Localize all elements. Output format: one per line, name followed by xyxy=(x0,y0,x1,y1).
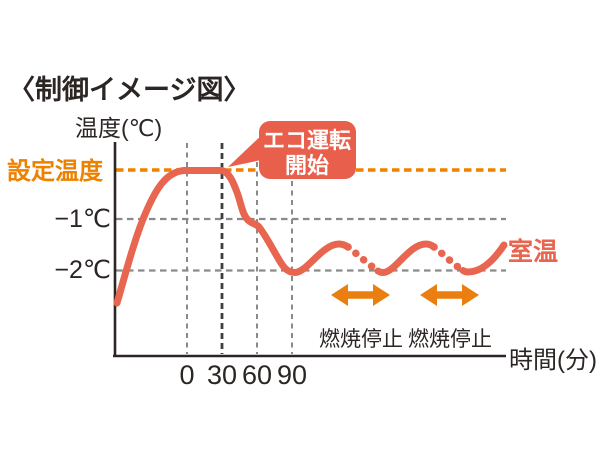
x-tick-label: 90 xyxy=(277,360,307,390)
minus2-label: −2℃ xyxy=(54,256,111,284)
callout-box xyxy=(259,121,356,179)
page-title: 〈制御イメージ図〉 xyxy=(8,75,250,105)
set-temp-label: 設定温度 xyxy=(7,157,104,185)
room-temp-label: 室温 xyxy=(508,237,558,266)
arrow-head-right xyxy=(373,284,390,306)
curve-segment-dotted xyxy=(344,243,382,275)
curve-segment-solid xyxy=(113,167,352,307)
x-tick-label: 30 xyxy=(207,360,237,390)
callout-text-line2: 開始 xyxy=(285,153,329,178)
eco-start-callout: エコ運転 開始 xyxy=(228,121,356,179)
callout-tail xyxy=(228,131,266,167)
curve-segment-dotted xyxy=(430,243,467,275)
x-tick-label: 0 xyxy=(179,360,194,390)
minus1-label: −1℃ xyxy=(54,205,111,233)
arrow-head-left xyxy=(331,284,348,306)
stop-label-2: 燃焼停止 xyxy=(408,328,492,351)
arrow-head-right xyxy=(462,284,479,306)
x-axis-label: 時間(分) xyxy=(509,347,597,374)
stop-label-1: 燃焼停止 xyxy=(319,328,403,351)
y-axis-label: 温度(℃) xyxy=(75,115,162,141)
curve-segment-solid xyxy=(374,240,438,277)
x-tick-labels: 0 30 60 90 xyxy=(179,360,307,390)
axes xyxy=(113,142,506,358)
callout-text-line1: エコ運転 xyxy=(263,128,351,153)
room-temp-curve xyxy=(113,167,508,307)
curve-segment-solid xyxy=(459,241,508,276)
arrow-head-left xyxy=(420,284,437,306)
stop-interval-arrows xyxy=(331,284,479,306)
x-tick-label: 60 xyxy=(242,360,272,390)
